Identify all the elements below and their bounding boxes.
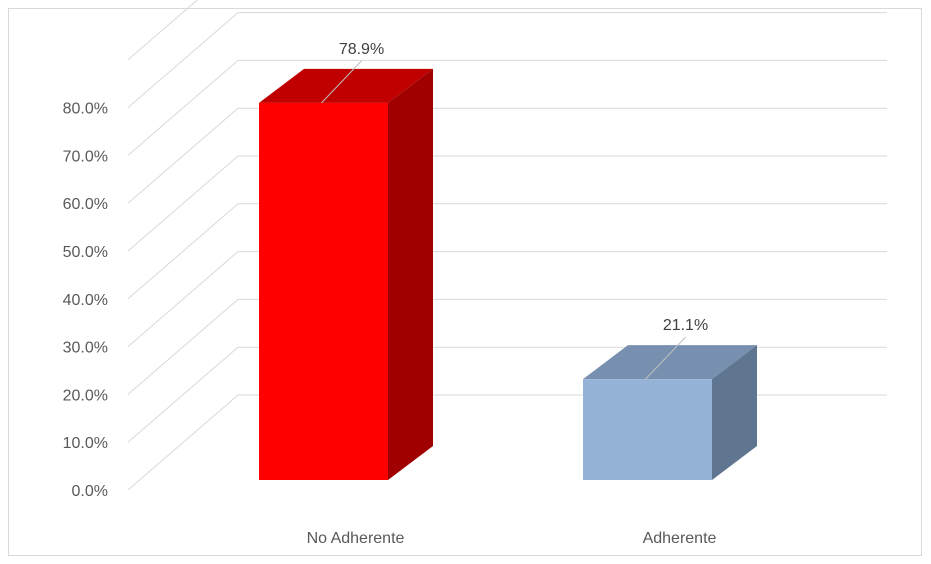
data-label: 21.1% bbox=[663, 317, 708, 334]
y-tick-label: 0.0% bbox=[72, 483, 108, 500]
y-tick-label: 80.0% bbox=[63, 101, 108, 118]
gridline-diagonal bbox=[127, 251, 239, 347]
data-label-leader bbox=[321, 60, 362, 104]
y-tick-label: 20.0% bbox=[63, 387, 108, 404]
data-label-leader bbox=[645, 336, 686, 380]
gridline-diagonal bbox=[127, 107, 239, 204]
bar bbox=[259, 102, 388, 480]
bar-top bbox=[583, 345, 757, 380]
gridline-diagonal bbox=[127, 203, 239, 300]
bar bbox=[583, 379, 712, 480]
gridline-diagonal bbox=[127, 0, 199, 61]
gridline-diagonal bbox=[127, 155, 239, 252]
y-tick-label: 70.0% bbox=[63, 148, 108, 165]
bar-side bbox=[712, 345, 757, 480]
y-tick-label: 50.0% bbox=[63, 244, 108, 261]
gridline-diagonal bbox=[127, 60, 239, 156]
bar-top bbox=[259, 68, 433, 103]
gridline-diagonal bbox=[127, 12, 239, 108]
gridline-diagonal bbox=[127, 394, 239, 491]
x-category-label: No Adherente bbox=[307, 530, 405, 547]
y-tick-label: 30.0% bbox=[63, 340, 108, 357]
y-tick-label: 60.0% bbox=[63, 196, 108, 213]
y-tick-label: 40.0% bbox=[63, 292, 108, 309]
bar-side bbox=[388, 68, 433, 480]
y-tick-label: 10.0% bbox=[63, 435, 108, 452]
gridline-diagonal bbox=[127, 299, 239, 395]
chart-frame bbox=[8, 8, 922, 556]
data-label: 78.9% bbox=[339, 41, 384, 58]
gridline-diagonal bbox=[127, 346, 239, 443]
x-category-label: Adherente bbox=[643, 530, 717, 547]
